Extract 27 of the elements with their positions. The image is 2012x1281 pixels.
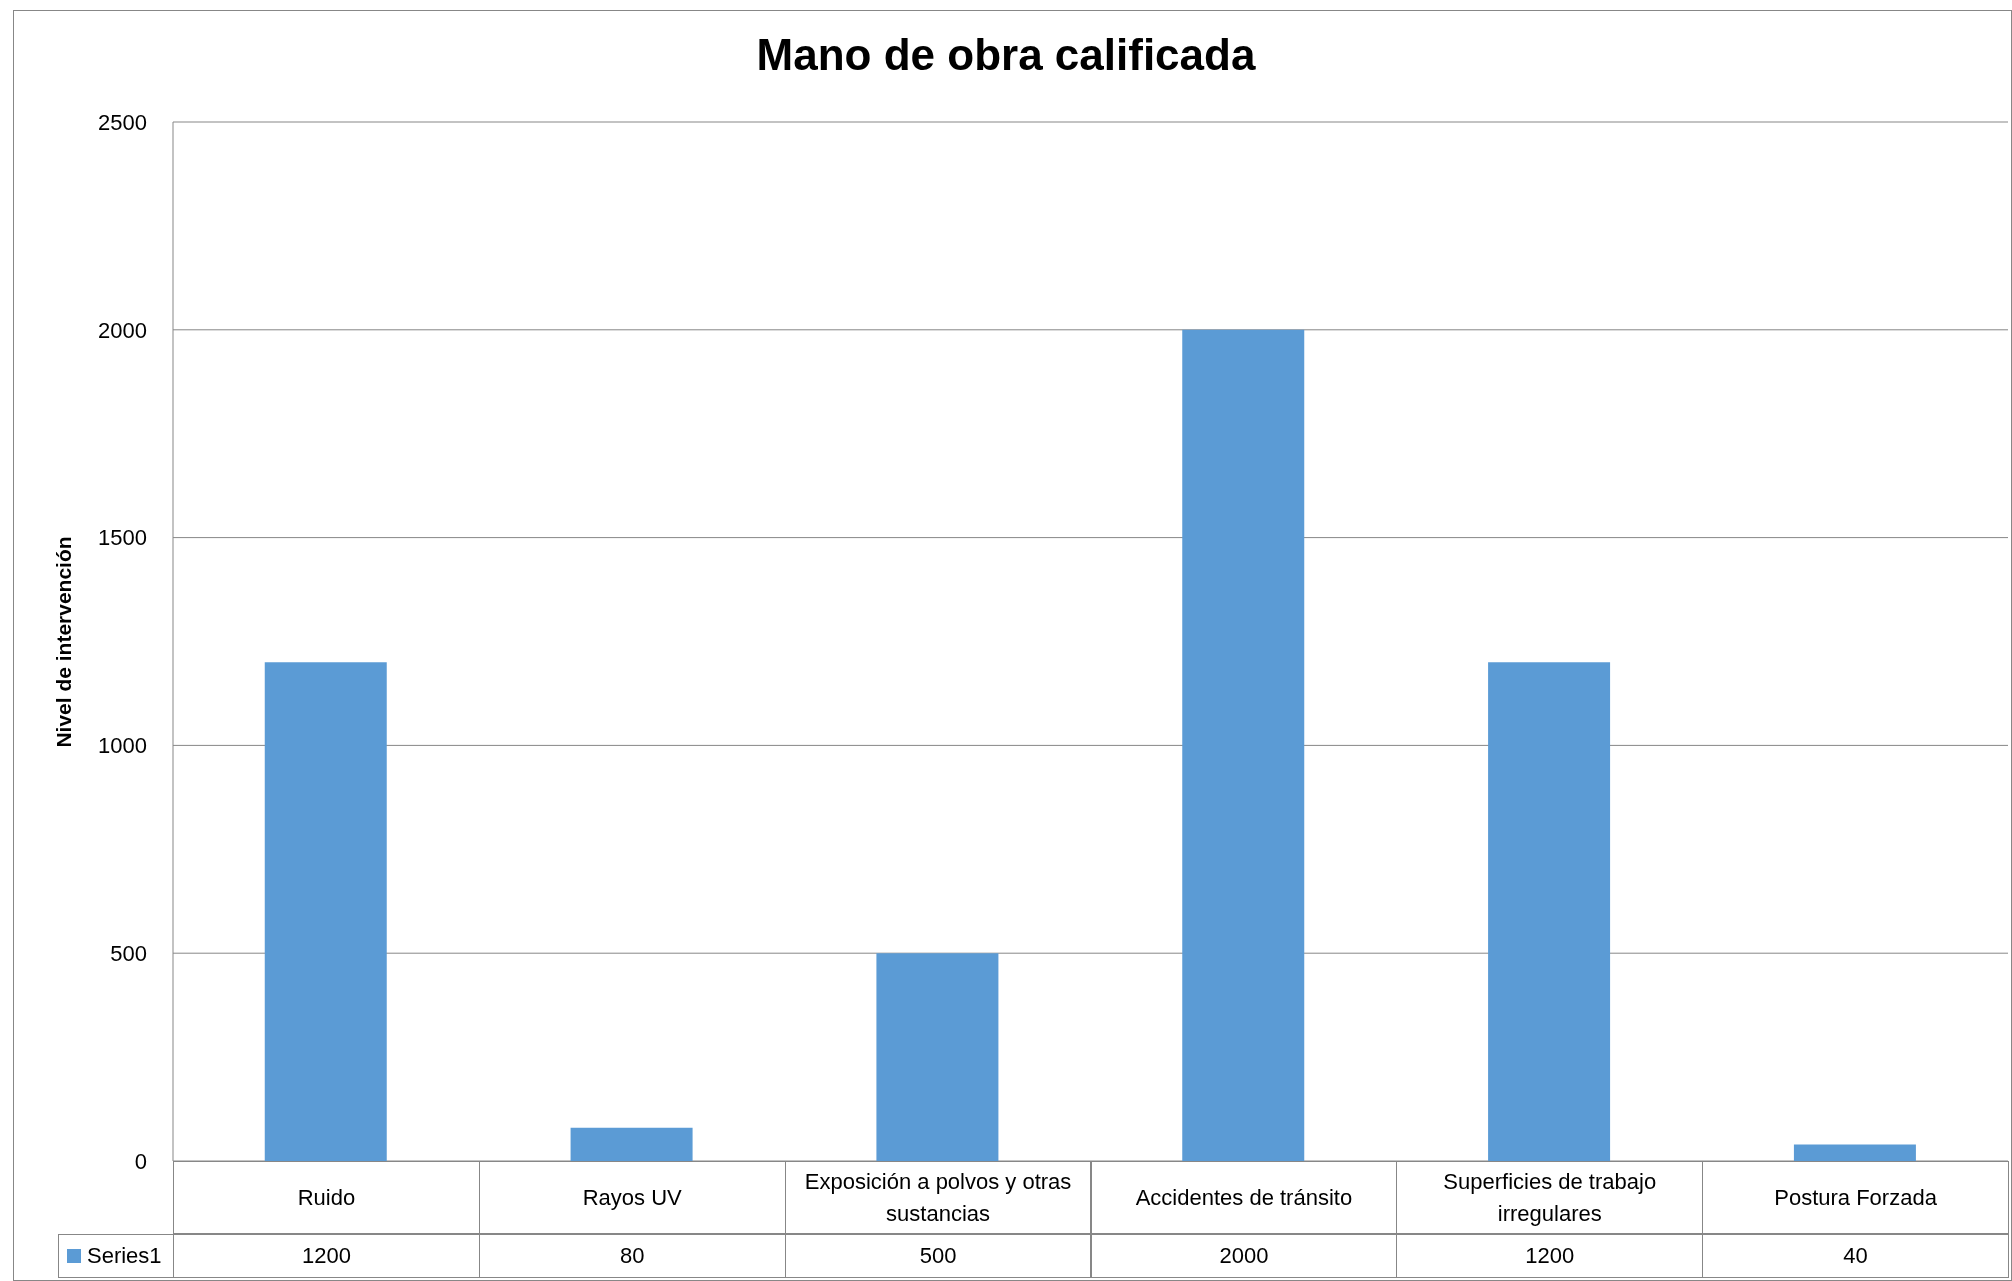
- data-label: 2000: [1090, 1234, 1398, 1278]
- bar: [1488, 662, 1611, 1161]
- bar: [570, 1127, 693, 1161]
- bar: [1182, 329, 1305, 1161]
- y-tick-label: 2500: [98, 109, 147, 135]
- bar: [876, 953, 999, 1161]
- y-tick-label: 500: [110, 941, 147, 967]
- x-tick-label: Superficies de trabajo irregulares: [1396, 1161, 1704, 1234]
- data-label: 1200: [1396, 1234, 1704, 1278]
- x-tick-label: Accidentes de tránsito: [1090, 1161, 1398, 1234]
- data-label: 500: [784, 1234, 1092, 1278]
- bar: [1793, 1144, 1916, 1161]
- y-tick-label: 1500: [98, 525, 147, 551]
- y-axis-title: Nivel de intervención: [52, 535, 76, 748]
- y-tick-label: 1000: [98, 733, 147, 759]
- x-tick-label: Postura Forzada: [1702, 1161, 2009, 1234]
- data-label: 1200: [173, 1234, 480, 1278]
- x-tick-label: Ruido: [173, 1161, 480, 1234]
- data-label: 40: [1702, 1234, 2009, 1278]
- data-label: 80: [478, 1234, 786, 1278]
- legend-label: Series1: [58, 1234, 174, 1278]
- chart-title: Mano de obra calificada: [755, 30, 1257, 80]
- x-tick-label: Rayos UV: [478, 1161, 786, 1234]
- bar: [264, 662, 387, 1161]
- x-tick-label: Exposición a polvos y otras sustancias: [784, 1161, 1092, 1234]
- y-tick-label: 0: [134, 1148, 147, 1174]
- y-tick-label: 2000: [98, 317, 147, 343]
